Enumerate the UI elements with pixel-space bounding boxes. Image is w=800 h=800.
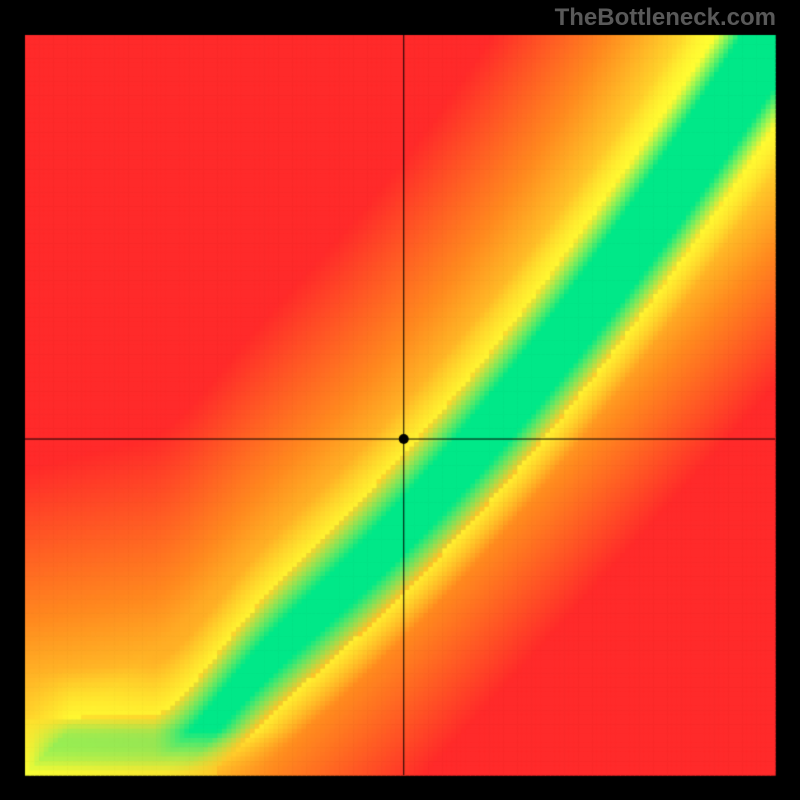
chart-container: TheBottleneck.com bbox=[0, 0, 800, 800]
watermark-text: TheBottleneck.com bbox=[555, 4, 776, 32]
bottleneck-heatmap bbox=[0, 0, 800, 800]
